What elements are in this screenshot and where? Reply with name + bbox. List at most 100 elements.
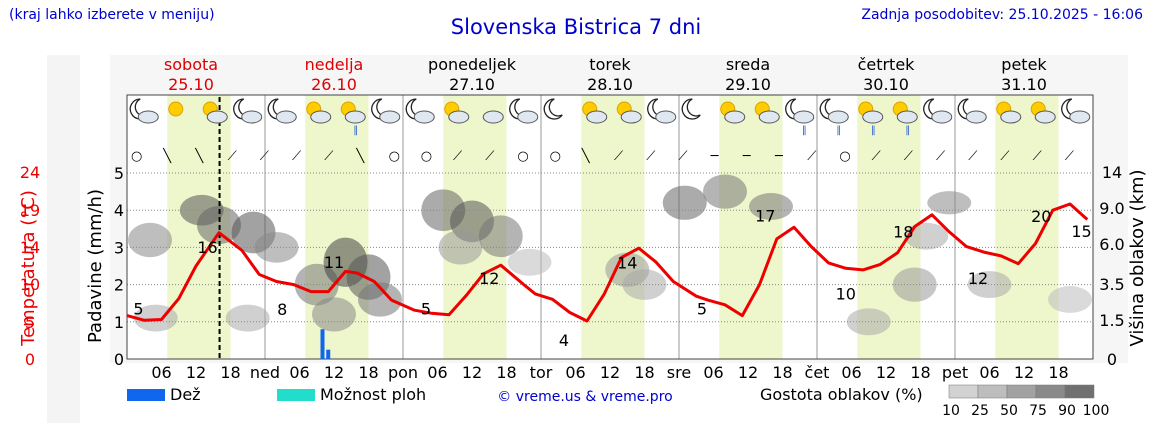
cloud-shape: [344, 110, 366, 124]
x-hour-label: 12: [738, 363, 758, 382]
temperature-label: 20: [1031, 207, 1051, 226]
temperature-line: [126, 202, 1089, 323]
wind-symbol: ─: [774, 149, 783, 164]
precip-tick: 2: [114, 276, 124, 295]
moon-cloud-icon: [647, 98, 677, 124]
sun-icon: [168, 101, 184, 117]
cloud-shape: [965, 110, 987, 124]
density-tick: 50: [1000, 403, 1018, 419]
cloud-height-tick: 9.0: [1099, 199, 1124, 218]
rain-drops: ‖: [353, 125, 358, 136]
precip-tick: 5: [114, 164, 124, 183]
x-day-label: sre: [667, 363, 691, 382]
day-name: sreda: [726, 55, 770, 74]
cloud-shape: [1000, 110, 1022, 124]
cloud-height-tick: 0: [1107, 350, 1117, 369]
legend-rain-swatch: [127, 389, 165, 401]
cloud-density-patch: [904, 222, 949, 250]
day-date: 29.10: [725, 75, 771, 94]
x-hour-label: 06: [151, 363, 171, 382]
wind-symbol: ╲: [355, 147, 365, 164]
x-hour-label: 12: [876, 363, 896, 382]
density-swatch: [1035, 384, 1066, 399]
cloud-shape: [586, 110, 608, 124]
wind-symbol: ⟋: [1033, 149, 1043, 164]
wind-symbol: ○: [421, 149, 432, 164]
sun-cloud-icon: [306, 101, 332, 124]
cloud-shape: [827, 110, 849, 124]
cloud-density-patch: [749, 193, 793, 220]
daylight-band: [581, 95, 645, 359]
moon-cloud-icon: [1061, 98, 1091, 124]
sun-cloud-rain-icon: ‖: [858, 101, 884, 136]
cloud-density-patch: [128, 222, 172, 258]
wind-symbol: ╲: [581, 147, 591, 164]
cloud-icon: [482, 110, 504, 124]
temp-tick: 14: [20, 238, 40, 257]
x-hour-label: 18: [910, 363, 930, 382]
wind-symbol: ⟋: [904, 149, 914, 164]
legend-shower-swatch: [277, 389, 315, 401]
rain-drops: ‖: [871, 125, 876, 136]
cloud-density-patch: [507, 248, 552, 276]
temp-tick: 19: [20, 201, 40, 220]
x-hour-label: 06: [841, 363, 861, 382]
legend-cloud-density-label: Gostota oblakov (%): [760, 385, 923, 404]
region-menu-note[interactable]: (kraj lahko izberete v meniju): [9, 7, 215, 23]
moon-cloud-icon: [509, 98, 539, 124]
cloud-shape: [517, 110, 539, 124]
x-hour-label: 12: [186, 363, 206, 382]
cloud-density-patch: [703, 174, 747, 209]
x-hour-label: 06: [289, 363, 309, 382]
x-hour-label: 18: [634, 363, 654, 382]
x-hour-label: 18: [496, 363, 516, 382]
cloud-shape: [275, 110, 297, 124]
legend-rain-label: Dež: [170, 385, 201, 404]
density-tick: 75: [1029, 403, 1047, 419]
day-date: 25.10: [168, 75, 214, 94]
left-panel-bg: [47, 55, 80, 423]
cloud-density-patch: [478, 215, 523, 258]
density-swatch: [1006, 384, 1037, 399]
cloud-height-tick: 3.5: [1099, 275, 1124, 294]
x-hour-label: 12: [600, 363, 620, 382]
moon-cloud-icon: [923, 98, 953, 124]
temp-tick: 5: [25, 313, 35, 332]
x-hour-label: 12: [324, 363, 344, 382]
x-day-label: čet: [805, 363, 830, 382]
cloud-density-patch: [662, 185, 707, 220]
moon-icon: [543, 98, 563, 120]
x-hour-label: 06: [565, 363, 585, 382]
wind-symbol: ⟋: [324, 149, 334, 164]
day-name: ponedeljek: [428, 55, 517, 74]
sun-cloud-rain-icon: ‖: [892, 101, 918, 136]
cloud-density-patch: [967, 271, 1012, 299]
temperature-label: 14: [617, 254, 637, 273]
cloud-density-patch: [254, 232, 299, 263]
precip-tick: 3: [114, 238, 124, 257]
temperature-label: 12: [968, 269, 988, 288]
density-tick: 100: [1083, 403, 1110, 419]
wind-symbol: ⟋: [292, 149, 302, 164]
x-day-label: tor: [530, 363, 553, 382]
cloud-shape: [620, 110, 642, 124]
moon-cloud-rain-icon: ‖: [785, 98, 815, 136]
density-tick: 10: [942, 403, 960, 419]
cloud-shape: [413, 110, 435, 124]
temperature-label: 10: [836, 285, 856, 304]
cloud-shape: [793, 110, 815, 124]
legend-shower-label: Možnost ploh: [320, 385, 426, 404]
wind-symbol: ○: [131, 149, 142, 164]
wind-symbol: ⟋: [646, 149, 656, 164]
wind-symbol: ⟋: [872, 149, 882, 164]
temperature-label: 4: [559, 331, 569, 350]
cloud-height-tick: 6.0: [1099, 235, 1124, 254]
density-tick: 90: [1058, 403, 1076, 419]
rain-drops: ‖: [905, 125, 910, 136]
x-day-label: ned: [250, 363, 280, 382]
cloud-shape: [862, 110, 884, 124]
wind-symbol: ⟋: [485, 149, 495, 164]
temperature-label: 5: [697, 299, 707, 318]
moon-cloud-icon: [267, 98, 297, 124]
